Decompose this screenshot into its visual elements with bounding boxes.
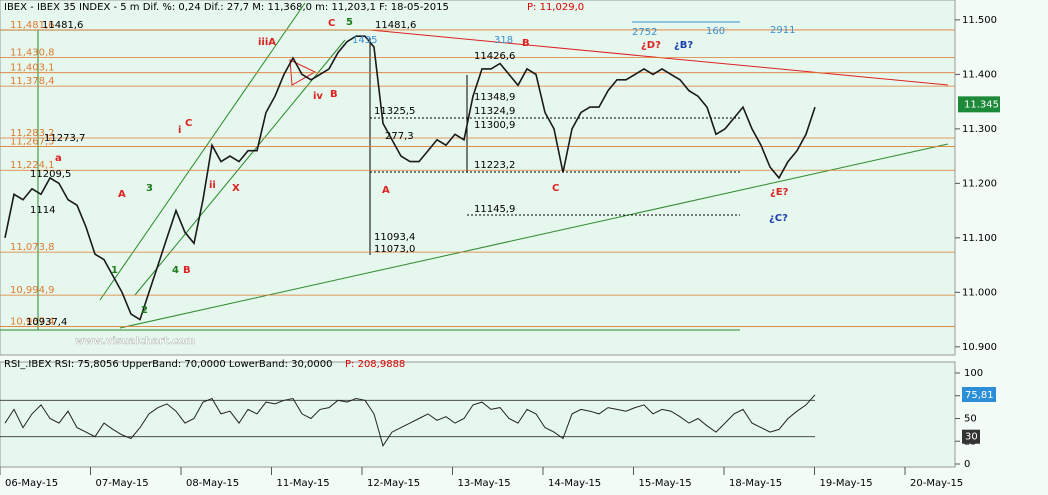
rsi-lower-box [962, 429, 980, 444]
level-label: 10,994,9 [10, 285, 55, 296]
annotation: C [552, 183, 559, 194]
x-tick-label: 15-May-15 [639, 478, 692, 489]
annotation: i [178, 125, 181, 136]
chart-title: IBEX - IBEX 35 INDEX - 5 m Dif. %: 0,24 … [4, 2, 449, 13]
level-label: 11,378,4 [10, 76, 55, 87]
annotation: A [382, 185, 390, 196]
x-tick-label: 13-May-15 [458, 478, 511, 489]
y-tick-label: 11.500 [962, 15, 997, 26]
rsi-tick-label: 50 [964, 414, 977, 425]
annotation: 2752 [632, 27, 657, 38]
level-label: 11,073,8 [10, 242, 55, 253]
y-tick-label: 11.000 [962, 287, 997, 298]
level-label: 11,283,2 [10, 128, 55, 139]
channel-line [99, 2, 306, 301]
annotation: ¿B? [674, 40, 693, 51]
annotation: 11145,9 [474, 204, 515, 215]
annotation: X [232, 183, 240, 194]
annotation: 160 [706, 26, 725, 37]
title-extra: P: 11,029,0 [527, 2, 584, 13]
annotation: 11093,4 [374, 232, 415, 243]
annotation: 1 [111, 265, 118, 276]
annotation: 11209,5 [30, 169, 71, 180]
annotation: a [55, 153, 62, 164]
annotation: B [183, 265, 191, 276]
annotation: 318 [494, 35, 513, 46]
rsi-last-label: 75,81 [965, 390, 994, 401]
annotation: ¿D? [641, 40, 661, 51]
rsi-title-extra: P: 208,9888 [345, 359, 405, 370]
annotation: ii [209, 180, 216, 191]
rsi-tick-label: 0 [964, 459, 970, 470]
x-tick-label: 14-May-15 [548, 478, 601, 489]
annotation: 11426,6 [474, 51, 515, 62]
annotation: ¿E? [770, 187, 789, 198]
annotation: 2 [141, 305, 148, 316]
rsi-tick-label: 100 [964, 368, 983, 379]
annotation: 11348,9 [474, 92, 515, 103]
level-label: 11,267,5 [10, 137, 55, 148]
level-label: 11,403,1 [10, 63, 55, 74]
x-tick-label: 20-May-15 [910, 478, 963, 489]
y-tick-label: 10.900 [962, 342, 997, 353]
annotation: 11073,0 [374, 244, 415, 255]
x-tick-label: 08-May-15 [186, 478, 239, 489]
x-tick-label: 12-May-15 [367, 478, 420, 489]
annotation: 4 [172, 265, 179, 276]
annotation: 11481,6 [42, 20, 83, 31]
annotation: iiiA [258, 37, 276, 48]
level-label: 11,430,8 [10, 48, 55, 59]
level-label: 11,224,1 [10, 160, 55, 171]
watermark: www.visualchart.com [75, 336, 196, 347]
x-tick-label: 11-May-15 [277, 478, 330, 489]
y-tick-label: 11.100 [962, 233, 997, 244]
annotation: ¿C? [769, 213, 788, 224]
y-tick-label: 11.400 [962, 69, 997, 80]
annotation: 11325,5 [374, 106, 415, 117]
trend-line [119, 143, 949, 329]
last-price-box [958, 96, 1000, 113]
annotation: 11223,2 [474, 160, 515, 171]
annotation: 11300,9 [474, 120, 515, 131]
last-price-label: 11.345 [964, 99, 999, 110]
rsi-title: RSI_.IBEX RSI: 75,8056 UpperBand: 70,000… [4, 359, 332, 370]
annotation: 277,3 [385, 131, 414, 142]
annotation: iv [313, 91, 323, 102]
y-tick-label: 11.200 [962, 178, 997, 189]
annotation: 5 [346, 17, 353, 28]
price-line [4, 35, 816, 321]
annotation: 1114 [30, 205, 55, 216]
x-tick-label: 18-May-15 [729, 478, 782, 489]
x-tick-label: 06-May-15 [5, 478, 58, 489]
annotation: 10937,4 [26, 317, 67, 328]
annotation: C [328, 18, 335, 29]
annotation: 3 [146, 183, 153, 194]
rsi-line [4, 394, 816, 447]
rsi-last-box [962, 387, 996, 403]
annotation: B [522, 38, 530, 49]
annotation: C [185, 118, 192, 129]
rsi-lower-label: 30 [965, 432, 978, 443]
annotation: A [118, 189, 126, 200]
annotation: 11324,9 [474, 106, 515, 117]
x-tick-label: 07-May-15 [96, 478, 149, 489]
annotation: 1435 [352, 35, 377, 46]
annotation: 11481,6 [375, 20, 416, 31]
annotation: B [330, 89, 338, 100]
rsi-panel [0, 361, 956, 468]
annotation: 2911 [770, 25, 795, 36]
level-label: 10,937,4 [10, 316, 55, 327]
x-tick-label: 19-May-15 [820, 478, 873, 489]
annotation: 11273,7 [44, 133, 85, 144]
level-label: 11,481,6 [10, 20, 55, 31]
y-tick-label: 11.300 [962, 124, 997, 135]
